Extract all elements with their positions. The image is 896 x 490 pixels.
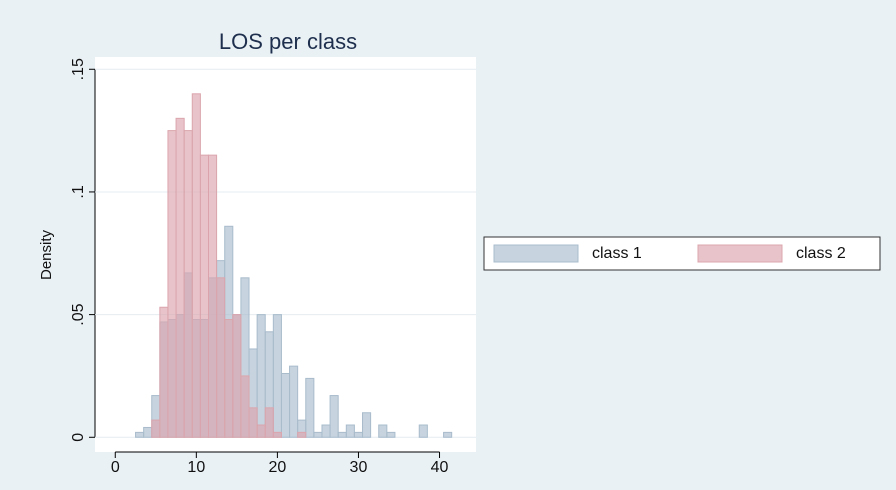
bar	[329, 395, 339, 438]
bar	[183, 130, 193, 438]
y-tick-label: 0	[70, 433, 87, 442]
bar	[167, 130, 177, 438]
bar	[224, 319, 234, 438]
bar	[216, 277, 226, 438]
bar	[378, 424, 388, 438]
bar	[232, 314, 242, 438]
legend-label: class 1	[592, 245, 642, 262]
bar	[289, 365, 299, 438]
y-axis-label: Density	[38, 229, 55, 280]
bar	[272, 314, 282, 438]
bar	[321, 424, 331, 438]
x-tick-label: 10	[187, 459, 205, 476]
bar	[337, 431, 347, 438]
legend-label: class 2	[796, 245, 846, 262]
bar	[256, 314, 266, 438]
bar	[264, 407, 274, 438]
legend-swatch	[697, 244, 783, 263]
bar	[135, 431, 145, 438]
bar	[362, 412, 372, 438]
bar	[313, 431, 323, 438]
bar	[272, 431, 282, 438]
bar	[345, 424, 355, 438]
chart-title: LOS per class	[219, 29, 357, 54]
bar	[143, 426, 153, 438]
bar	[305, 377, 315, 438]
bar	[353, 431, 364, 438]
bar	[280, 372, 291, 438]
bar	[418, 424, 428, 438]
y-tick-label: .1	[70, 185, 87, 198]
x-tick-label: 40	[431, 459, 449, 476]
bar	[297, 431, 307, 438]
legend-swatch	[493, 244, 579, 263]
x-tick-label: 30	[350, 459, 368, 476]
bar	[191, 93, 201, 438]
bar	[151, 419, 161, 438]
x-tick-label: 0	[111, 459, 120, 476]
bar	[443, 431, 453, 438]
bar	[175, 117, 185, 438]
bar	[240, 375, 250, 438]
x-tick-label: 20	[268, 459, 286, 476]
y-tick-label: .15	[70, 58, 87, 80]
y-tick-label: .05	[70, 303, 87, 325]
bar	[199, 154, 209, 438]
bar	[256, 424, 266, 438]
bar	[159, 306, 169, 438]
bar	[207, 154, 218, 438]
bar	[386, 431, 396, 438]
bar	[248, 407, 258, 438]
